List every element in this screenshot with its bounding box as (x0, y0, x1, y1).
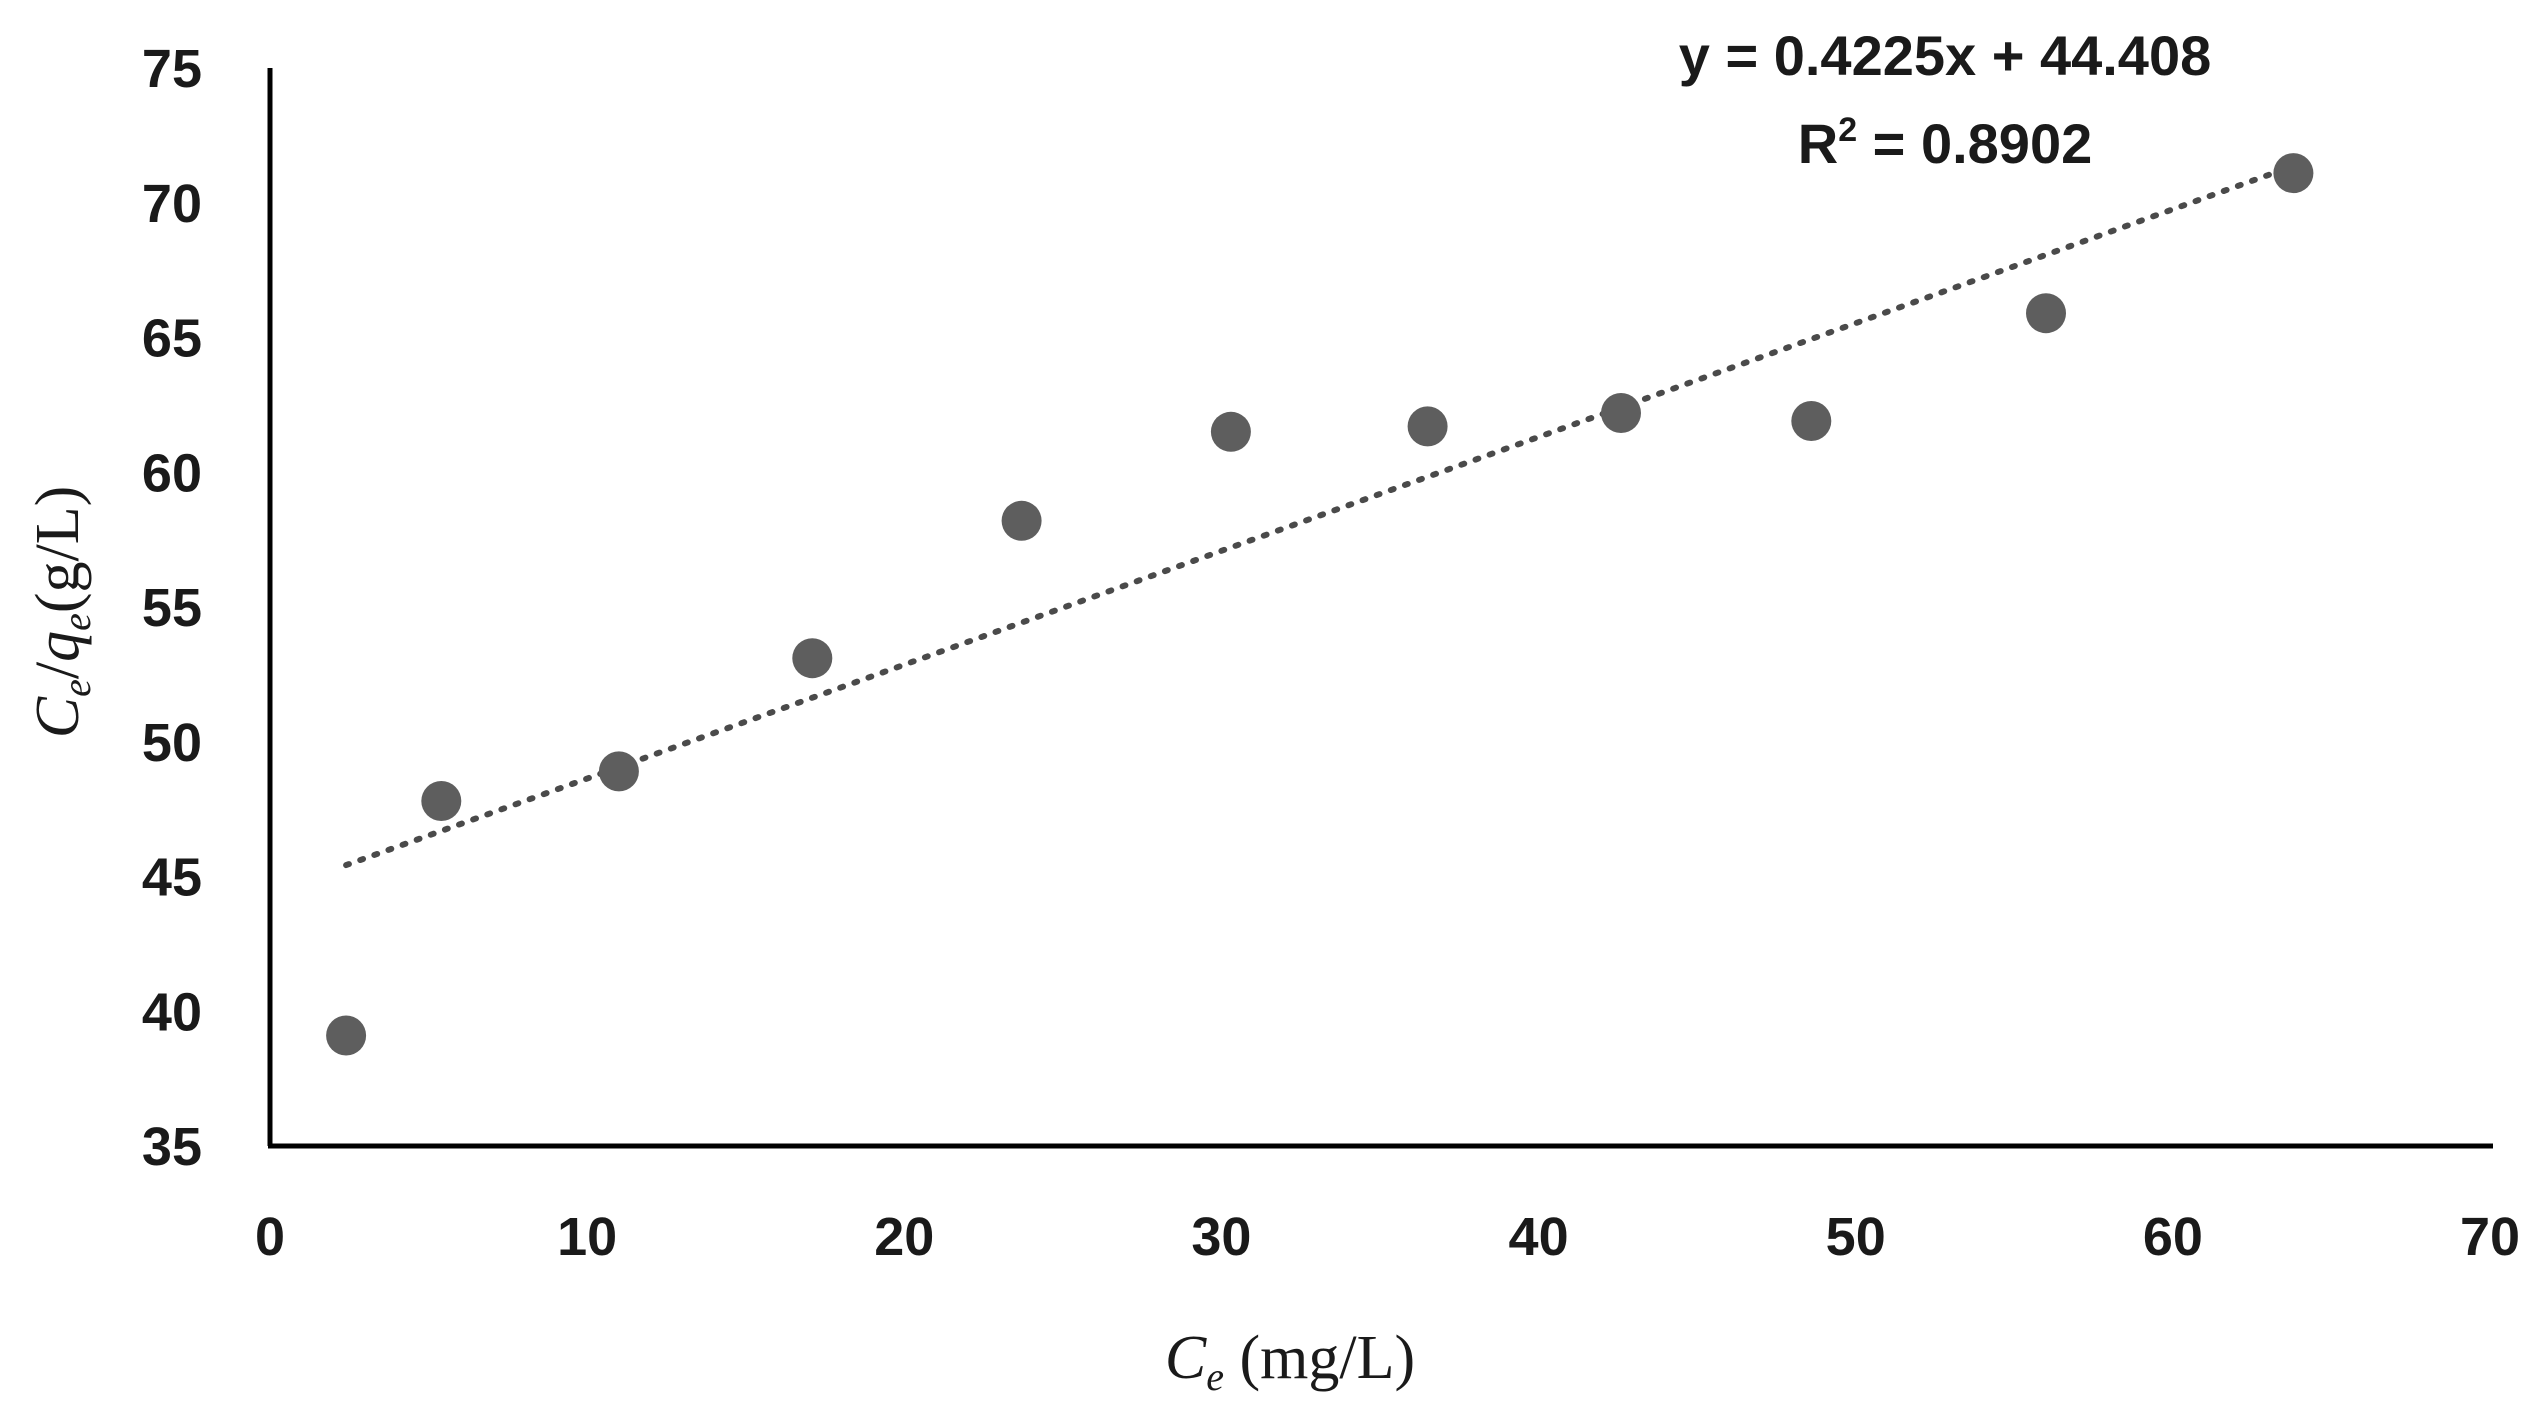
data-point (1791, 401, 1832, 441)
r-squared-prefix: R (1798, 112, 1838, 175)
x-axis-title-unit: (mg/L) (1224, 1324, 1415, 1392)
data-point (792, 638, 833, 679)
r-squared-superscript: 2 (1838, 111, 1857, 149)
y-axis-title-slash: / (24, 661, 92, 679)
data-point (1210, 411, 1251, 452)
x-tick-label: 40 (1509, 1207, 1569, 1267)
x-tick-label: 70 (2460, 1207, 2520, 1267)
x-axis-title-subscript: e (1206, 1354, 1224, 1399)
x-tick-label: 30 (1191, 1207, 1251, 1267)
y-tick-label: 60 (142, 443, 202, 503)
y-axis-title-q-subscript: e (54, 613, 99, 631)
y-axis-title-q: q (24, 631, 92, 662)
y-axis-title-c: C (24, 696, 92, 738)
y-axis-title: Ce/qe(g/L) (24, 486, 99, 739)
data-point (326, 1015, 367, 1056)
x-axis-title: Ce (mg/L) (1165, 1324, 1415, 1399)
y-tick-label: 70 (142, 174, 202, 234)
x-tick-label: 50 (1826, 1207, 1886, 1267)
data-point (1407, 406, 1448, 447)
data-point (598, 751, 639, 792)
y-tick-label: 40 (142, 982, 202, 1042)
trendline (343, 163, 2297, 869)
r-squared-label: R2 = 0.8902 (1798, 111, 2092, 175)
axes (267, 68, 2493, 1149)
data-point (1601, 393, 1641, 433)
y-tick-label: 45 (142, 848, 202, 908)
data-point (421, 781, 462, 821)
y-tick-label: 65 (142, 309, 202, 369)
r-squared-value: = 0.8902 (1857, 112, 2092, 175)
y-tick-labels: 35 40 45 50 55 60 65 70 75 (142, 39, 202, 1177)
data-point (2026, 293, 2066, 334)
y-axis-title-unit: (g/L) (24, 486, 92, 613)
y-tick-label: 75 (142, 39, 202, 99)
y-axis-title-c-subscript: e (54, 679, 99, 697)
trendline-equation: y = 0.4225x + 44.408 (1679, 24, 2212, 87)
data-point (2273, 153, 2314, 194)
y-tick-label: 35 (142, 1117, 202, 1177)
x-tick-label: 0 (255, 1207, 285, 1267)
data-point (1001, 500, 1042, 541)
x-tick-labels: 0 10 20 30 40 50 60 70 (255, 1207, 2520, 1267)
x-tick-label: 20 (874, 1207, 934, 1267)
x-tick-label: 10 (557, 1207, 617, 1267)
x-axis-title-symbol: C (1165, 1324, 1207, 1392)
y-tick-label: 55 (142, 578, 202, 638)
y-tick-label: 50 (142, 713, 202, 773)
x-tick-label: 60 (2143, 1207, 2203, 1267)
data-points (326, 153, 2314, 1056)
